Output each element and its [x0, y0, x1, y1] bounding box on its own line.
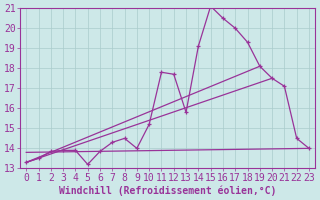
X-axis label: Windchill (Refroidissement éolien,°C): Windchill (Refroidissement éolien,°C) [59, 185, 276, 196]
